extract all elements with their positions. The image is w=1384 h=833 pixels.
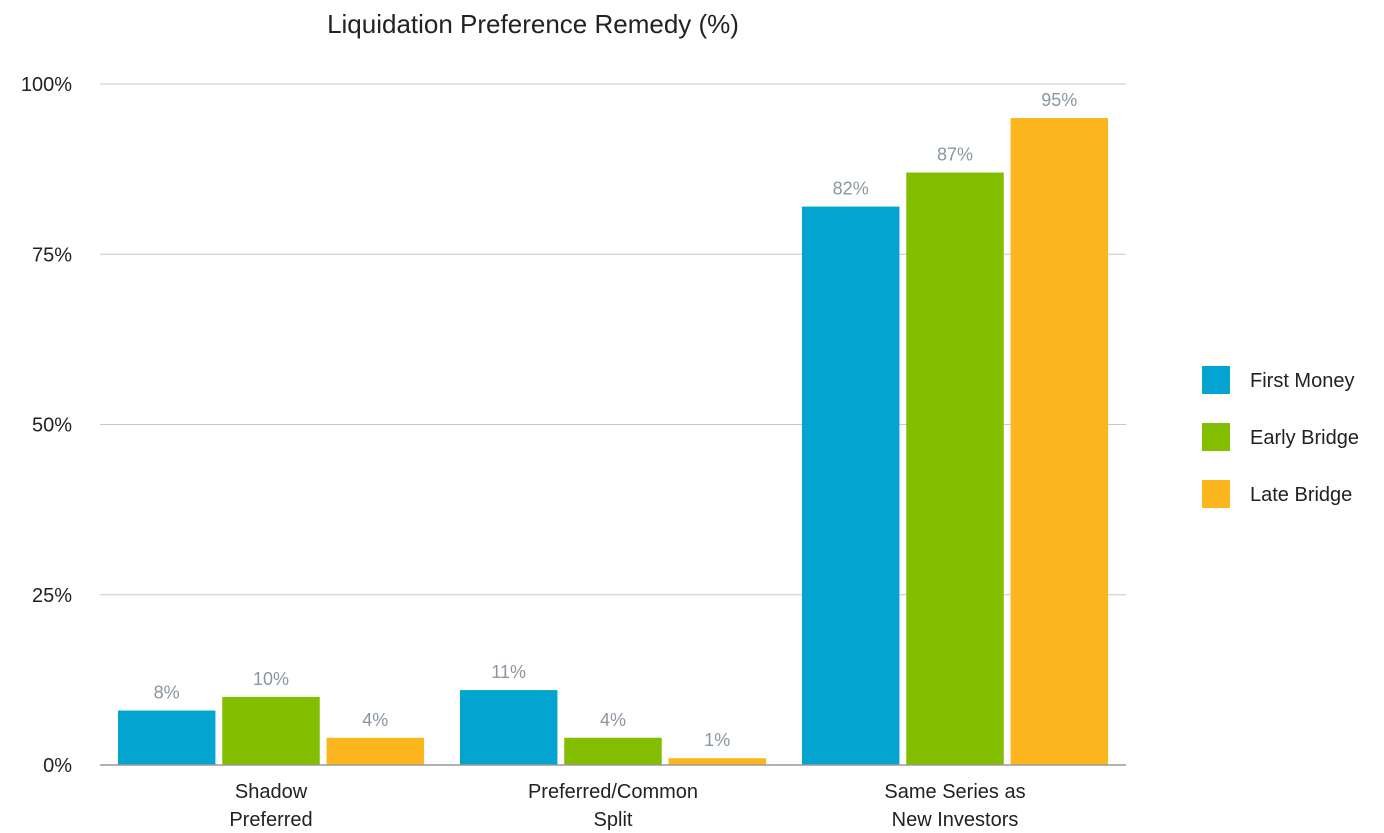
data-label: 4% <box>600 710 626 730</box>
bar <box>326 737 425 765</box>
y-tick-label: 50% <box>32 415 72 437</box>
data-label: 4% <box>362 710 388 730</box>
legend-label: First Money <box>1250 370 1354 392</box>
y-axis-ticks: 0% 25% 50% 75% 100% <box>21 74 72 777</box>
bars <box>117 118 1109 766</box>
y-tick-label: 75% <box>32 244 72 266</box>
bar <box>668 758 767 765</box>
bar <box>1010 118 1109 766</box>
data-label: 95% <box>1041 90 1077 110</box>
x-tick-label: Preferred/Common <box>528 781 698 803</box>
chart-title: Liquidation Preference Remedy (%) <box>327 9 739 39</box>
y-tick-label: 100% <box>21 74 72 96</box>
x-axis-ticks: Shadow Preferred Preferred/Common Split Same… <box>229 781 1025 831</box>
data-label: 87% <box>937 145 973 165</box>
data-label: 11% <box>491 662 526 682</box>
legend-swatch <box>1202 423 1230 451</box>
bar <box>801 206 900 765</box>
x-tick-label: New Investors <box>892 809 1019 831</box>
legend-label: Late Bridge <box>1250 484 1352 506</box>
y-tick-label: 25% <box>32 585 72 607</box>
x-tick-label: Split <box>594 809 633 831</box>
x-tick-label: Shadow <box>235 781 308 803</box>
data-label: 10% <box>253 669 289 689</box>
bar <box>906 172 1004 765</box>
data-label: 1% <box>704 730 730 750</box>
bar <box>564 737 662 765</box>
bar <box>222 696 320 765</box>
y-tick-label: 0% <box>43 755 72 777</box>
data-label: 8% <box>154 683 180 703</box>
data-labels: 8% 10% 4% 11% 4% 1% 82% 87% 95% <box>154 90 1078 750</box>
bar <box>459 690 558 765</box>
data-label: 82% <box>833 179 869 199</box>
legend: First Money Early Bridge Late Bridge <box>1202 366 1359 508</box>
x-tick-label: Preferred <box>229 809 312 831</box>
legend-label: Early Bridge <box>1250 427 1359 449</box>
legend-swatch <box>1202 366 1230 394</box>
x-tick-label: Same Series as <box>884 781 1025 803</box>
bar <box>117 710 216 765</box>
legend-swatch <box>1202 480 1230 508</box>
